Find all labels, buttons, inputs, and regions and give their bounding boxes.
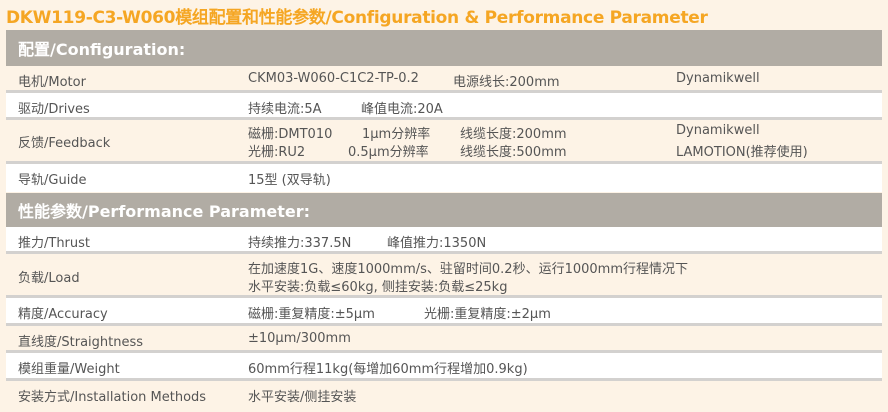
feedback-brand-2: LAMOTION(推荐使用) bbox=[676, 145, 808, 160]
row-label: 电机/Motor bbox=[18, 75, 86, 90]
table-row-load: 负载/Load 在加速度1G、速度1000mm/s、驻留时间0.2秒、运行100… bbox=[6, 254, 882, 298]
accuracy-optical: 光栅:重复精度:±2μm bbox=[424, 307, 551, 322]
feedback-encoder-1: 磁栅:DMT010 bbox=[248, 127, 333, 142]
table-row-thrust: 推力/Thrust 持续推力:337.5N 峰值推力:1350N bbox=[6, 227, 882, 254]
install-value: 水平安装/侧挂安装 bbox=[248, 390, 357, 405]
row-label: 反馈/Feedback bbox=[18, 136, 111, 151]
row-label: 推力/Thrust bbox=[18, 236, 91, 251]
row-label: 模组重量/Weight bbox=[18, 362, 120, 377]
straightness-value: ±10μm/300mm bbox=[248, 331, 351, 346]
config-header: 配置/Configuration: bbox=[6, 30, 882, 66]
table-row-weight: 模组重量/Weight 60mm行程11kg(每增加60mm行程增加0.9kg) bbox=[6, 353, 882, 381]
row-label: 直线度/Straightness bbox=[18, 335, 144, 350]
row-label: 精度/Accuracy bbox=[18, 307, 108, 322]
row-label: 安装方式/Installation Methods bbox=[18, 390, 207, 405]
perf-header: 性能参数/Performance Parameter: bbox=[6, 193, 882, 227]
feedback-res-1: 1μm分辨率 bbox=[362, 127, 431, 142]
page-title: DKW119-C3-W060模组配置和性能参数/Configuration & … bbox=[6, 8, 708, 28]
guide-value: 15型 (双导轨) bbox=[248, 173, 331, 188]
feedback-cable-1: 线缆长度:200mm bbox=[460, 127, 567, 142]
table-row-motor: 电机/Motor CKM03-W060-C1C2-TP-0.2 电源线长:200… bbox=[6, 66, 882, 93]
motor-brand: Dynamikwell bbox=[676, 71, 760, 86]
motor-cable: 电源线长:200mm bbox=[453, 75, 560, 90]
table-row-guide: 导轨/Guide 15型 (双导轨) bbox=[6, 164, 882, 192]
motor-model: CKM03-W060-C1C2-TP-0.2 bbox=[248, 71, 419, 86]
table-row-drives: 驱动/Drives 持续电流:5A 峰值电流:20A bbox=[6, 93, 882, 120]
weight-value: 60mm行程11kg(每增加60mm行程增加0.9kg) bbox=[248, 362, 528, 377]
table-row-straightness: 直线度/Straightness ±10μm/300mm bbox=[6, 326, 882, 353]
load-line-2: 水平安装:负载≤60kg, 侧挂安装:负载≤25kg bbox=[248, 280, 508, 295]
accuracy-magnetic: 磁栅:重复精度:±5μm bbox=[248, 307, 375, 322]
feedback-cable-2: 线缆长度:500mm bbox=[460, 145, 567, 160]
feedback-brand-1: Dynamikwell bbox=[676, 123, 760, 138]
row-label: 负载/Load bbox=[18, 271, 80, 286]
row-label: 导轨/Guide bbox=[18, 173, 87, 188]
drives-cont: 持续电流:5A bbox=[248, 102, 322, 117]
table-row-accuracy: 精度/Accuracy 磁栅:重复精度:±5μm 光栅:重复精度:±2μm bbox=[6, 298, 882, 326]
load-line-1: 在加速度1G、速度1000mm/s、驻留时间0.2秒、运行1000mm行程情况下 bbox=[248, 262, 688, 277]
row-label: 驱动/Drives bbox=[18, 102, 90, 117]
drives-peak: 峰值电流:20A bbox=[361, 102, 443, 117]
feedback-encoder-2: 光栅:RU2 bbox=[248, 145, 306, 160]
table-row-feedback: 反馈/Feedback 磁栅:DMT010 1μm分辨率 线缆长度:200mm … bbox=[6, 120, 882, 164]
thrust-cont: 持续推力:337.5N bbox=[248, 236, 352, 251]
feedback-res-2: 0.5μm分辨率 bbox=[348, 145, 429, 160]
table-row-install: 安装方式/Installation Methods 水平安装/侧挂安装 bbox=[6, 381, 882, 410]
thrust-peak: 峰值推力:1350N bbox=[387, 236, 487, 251]
